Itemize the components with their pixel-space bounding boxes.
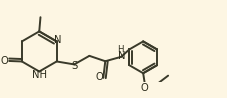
Text: O: O [95, 72, 103, 82]
Text: N: N [54, 35, 61, 45]
Text: NH: NH [32, 70, 47, 80]
Text: N: N [118, 51, 126, 61]
Text: H: H [117, 45, 124, 54]
Text: O: O [1, 56, 9, 66]
Text: S: S [71, 61, 77, 71]
Text: O: O [141, 83, 148, 93]
